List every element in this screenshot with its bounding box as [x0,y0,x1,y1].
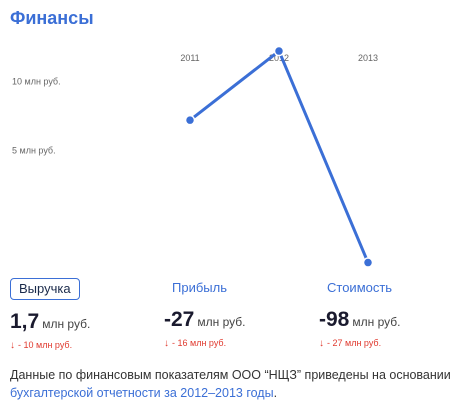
down-arrow-icon: ↓ [319,338,324,349]
value-unit: млн руб. [352,315,401,329]
revenue-value: 1,7 [10,310,40,333]
metric-value: Стоимость -98 млн руб. ↓ - 27 млн руб. [319,278,400,349]
value-delta: ↓ - 27 млн руб. [319,338,382,349]
y-tick-label: 5 млн руб. [12,146,56,156]
revenue-delta: ↓ - 10 млн руб. [10,340,73,351]
down-arrow-icon: ↓ [164,338,169,349]
data-source-note: Данные по финансовым показателям ООО “НЩ… [10,368,451,400]
series-line [188,49,370,265]
revenue-unit: млн руб. [42,317,91,331]
x-tick-label: 2012 [269,53,289,63]
accounting-report-link[interactable]: бухгалтерской отчетности за 2012–2013 го… [10,386,274,400]
tab-value[interactable]: Стоимость [327,280,393,295]
metrics-row: Выручка 1,7 млн руб. ↓ - 10 млн руб. Прибы… [0,278,466,358]
x-tick-label: 2011 [180,53,199,63]
tab-profit[interactable]: Прибыль [172,280,227,295]
section-title: Финансы [10,8,94,28]
profit-delta: ↓ - 16 млн руб. [164,338,227,349]
profit-unit: млн руб. [197,315,246,329]
metric-profit: Прибыль -27 млн руб. ↓ - 16 млн руб. [164,278,245,349]
metric-revenue: Выручка 1,7 млн руб. ↓ - 10 млн руб. [10,278,90,351]
data-point [184,114,196,126]
x-tick-label: 2013 [358,53,378,63]
profit-value: -27 [164,308,195,331]
down-arrow-icon: ↓ [10,340,15,351]
data-point [273,45,285,57]
y-tick-label: 10 млн руб. [12,76,61,86]
data-point [362,257,374,268]
tab-revenue[interactable]: Выручка [10,278,80,300]
value-value: -98 [319,308,350,331]
finance-line-chart: 2011 2012 2013 10 млн руб. 5 млн руб. [12,45,378,268]
